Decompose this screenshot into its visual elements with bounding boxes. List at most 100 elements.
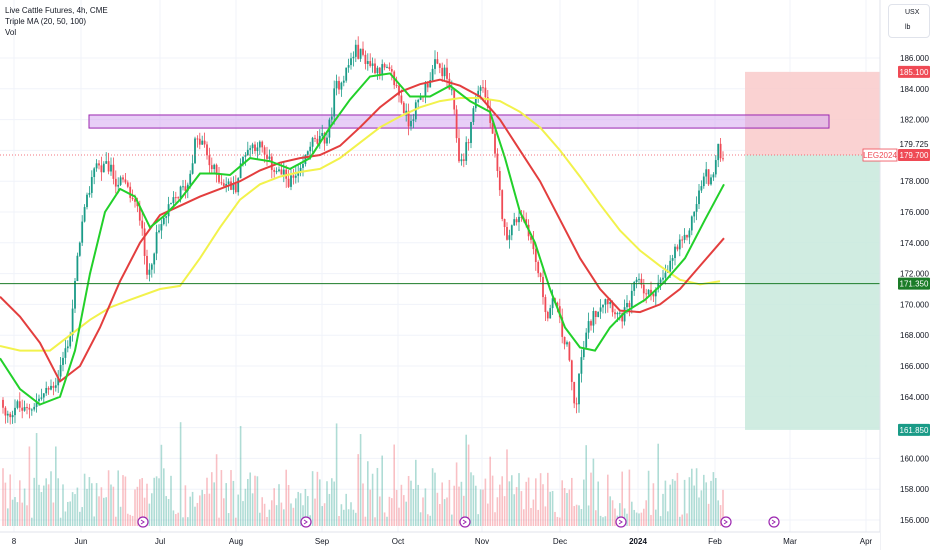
- candle-body: [138, 206, 141, 221]
- resistance-zone: [88, 114, 830, 129]
- volume-bar: [667, 511, 669, 526]
- candle-body: [657, 282, 660, 290]
- candle-body: [340, 82, 343, 90]
- candle-body: [479, 87, 482, 91]
- candle-body: [590, 321, 592, 326]
- volume-bar: [254, 475, 256, 526]
- dividend-event-icon: [137, 516, 149, 528]
- candle-body: [398, 85, 400, 96]
- volume-bar: [81, 507, 83, 526]
- volume-bar: [568, 489, 571, 526]
- candle-body: [388, 66, 391, 70]
- volume-bar: [141, 478, 143, 526]
- candle-body: [102, 163, 105, 173]
- symbol-title[interactable]: Live Cattle Futures, 4h, CME: [5, 6, 108, 15]
- volume-bar: [333, 481, 335, 526]
- candle-body: [33, 406, 36, 410]
- volume-bar: [139, 479, 141, 526]
- candle-body: [698, 190, 700, 205]
- volume-bar: [583, 479, 585, 526]
- candle-body: [638, 278, 640, 280]
- volume-bar: [499, 484, 501, 526]
- volume-bar: [283, 509, 285, 526]
- volume-bar: [688, 477, 691, 526]
- candle-body: [9, 413, 12, 418]
- volume-bar: [578, 505, 580, 526]
- volume-bar: [431, 468, 434, 526]
- volume-bar: [539, 473, 542, 526]
- candle-body: [242, 156, 244, 164]
- candle-body: [510, 225, 513, 236]
- current-price-badge-bg: [898, 138, 930, 151]
- candle-body: [707, 169, 710, 185]
- unit-selector[interactable]: USX lb: [888, 4, 930, 38]
- candle-body: [172, 197, 175, 204]
- volume-bar: [95, 483, 98, 526]
- volume-bar: [278, 484, 280, 526]
- candle-body: [206, 144, 208, 156]
- candle-body: [335, 80, 338, 89]
- volume-bar: [28, 446, 31, 526]
- volume-bar: [179, 422, 182, 526]
- candle-body: [700, 186, 703, 191]
- candle-body: [314, 137, 316, 139]
- candle-body: [626, 303, 628, 308]
- volume-bar: [256, 476, 259, 526]
- candle-body: [81, 221, 84, 243]
- volume-bar: [647, 470, 650, 526]
- volume-bar: [609, 496, 611, 526]
- volume-bar: [2, 468, 4, 526]
- volume-bar: [494, 512, 496, 526]
- volume-bar: [62, 484, 64, 526]
- volume-bar: [122, 475, 124, 526]
- candle-body: [287, 178, 290, 187]
- indicator-label[interactable]: Triple MA (20, 50, 100): [5, 17, 87, 26]
- candle-body: [647, 289, 650, 295]
- volume-bar: [400, 484, 403, 526]
- candle-body: [530, 236, 532, 240]
- volume-bar: [537, 509, 539, 526]
- entry-price-badge-bg: [898, 149, 930, 162]
- candle-body: [227, 181, 230, 185]
- volume-bar: [556, 516, 559, 526]
- volume-label[interactable]: Vol: [5, 28, 17, 37]
- candle-body: [74, 280, 76, 309]
- volume-bar: [175, 514, 177, 526]
- candle-body: [263, 147, 266, 155]
- candle-body: [426, 83, 429, 88]
- candle-body: [326, 137, 328, 144]
- candle-body: [148, 269, 151, 275]
- candle-body: [642, 284, 645, 294]
- candle-body: [690, 216, 693, 231]
- time-axis[interactable]: [0, 532, 880, 550]
- candle-body: [222, 183, 225, 187]
- candle-body: [124, 179, 127, 183]
- volume-bar: [477, 514, 479, 526]
- price-axis[interactable]: [880, 0, 932, 550]
- volume-bar: [76, 487, 79, 526]
- volume-bar: [304, 488, 307, 526]
- candle-body: [508, 235, 511, 240]
- candle-body: [256, 147, 259, 152]
- volume-bar: [249, 472, 251, 526]
- x-tick-label: Jul: [155, 537, 165, 546]
- volume-bar: [559, 517, 561, 526]
- candle-body: [76, 255, 79, 281]
- volume-bar: [47, 484, 50, 526]
- volume-bar: [623, 508, 626, 526]
- candle-body: [542, 276, 544, 298]
- candle-body: [470, 122, 472, 143]
- x-tick-label: 2024: [629, 537, 647, 546]
- volume-bar: [242, 501, 244, 526]
- candle-body: [184, 186, 187, 191]
- volume-bar: [199, 495, 201, 526]
- volume-bar: [619, 503, 621, 526]
- candle-body: [282, 169, 285, 175]
- volume-bar: [415, 459, 417, 526]
- volume-bar: [151, 493, 153, 526]
- volume-bar: [103, 497, 105, 526]
- volume-bar: [686, 513, 688, 526]
- candle-body: [419, 96, 422, 100]
